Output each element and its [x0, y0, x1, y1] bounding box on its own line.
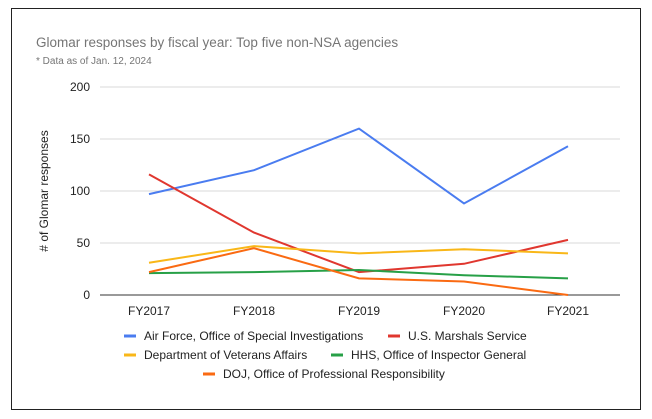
- y-tick-label: 0: [83, 288, 90, 302]
- legend-label: HHS, Office of Inspector General: [351, 348, 526, 362]
- x-tick-label: FY2020: [443, 304, 485, 318]
- series-line: [148, 269, 569, 280]
- chart-frame: [11, 8, 641, 410]
- x-tick-label: FY2019: [338, 304, 380, 318]
- series-line: [148, 173, 569, 274]
- x-tick-label: FY2017: [128, 304, 170, 318]
- legend-label: Air Force, Office of Special Investigati…: [144, 329, 363, 343]
- chart-title: Glomar responses by fiscal year: Top fiv…: [36, 35, 398, 50]
- series-line: [148, 127, 569, 205]
- y-tick-label: 150: [70, 132, 90, 146]
- legend-label: DOJ, Office of Professional Responsibili…: [223, 367, 445, 381]
- series-line: [148, 245, 569, 264]
- y-tick-label: 200: [70, 80, 90, 94]
- x-tick-label: FY2021: [547, 304, 589, 318]
- legend-label: Department of Veterans Affairs: [144, 348, 307, 362]
- chart-subtitle: * Data as of Jan. 12, 2024: [36, 56, 152, 67]
- y-axis-label: # of Glomar responses: [37, 130, 51, 251]
- y-tick-label: 100: [70, 184, 90, 198]
- series-line: [148, 247, 569, 296]
- x-tick-label: FY2018: [233, 304, 275, 318]
- y-tick-label: 50: [77, 236, 91, 250]
- legend-label: U.S. Marshals Service: [408, 329, 527, 343]
